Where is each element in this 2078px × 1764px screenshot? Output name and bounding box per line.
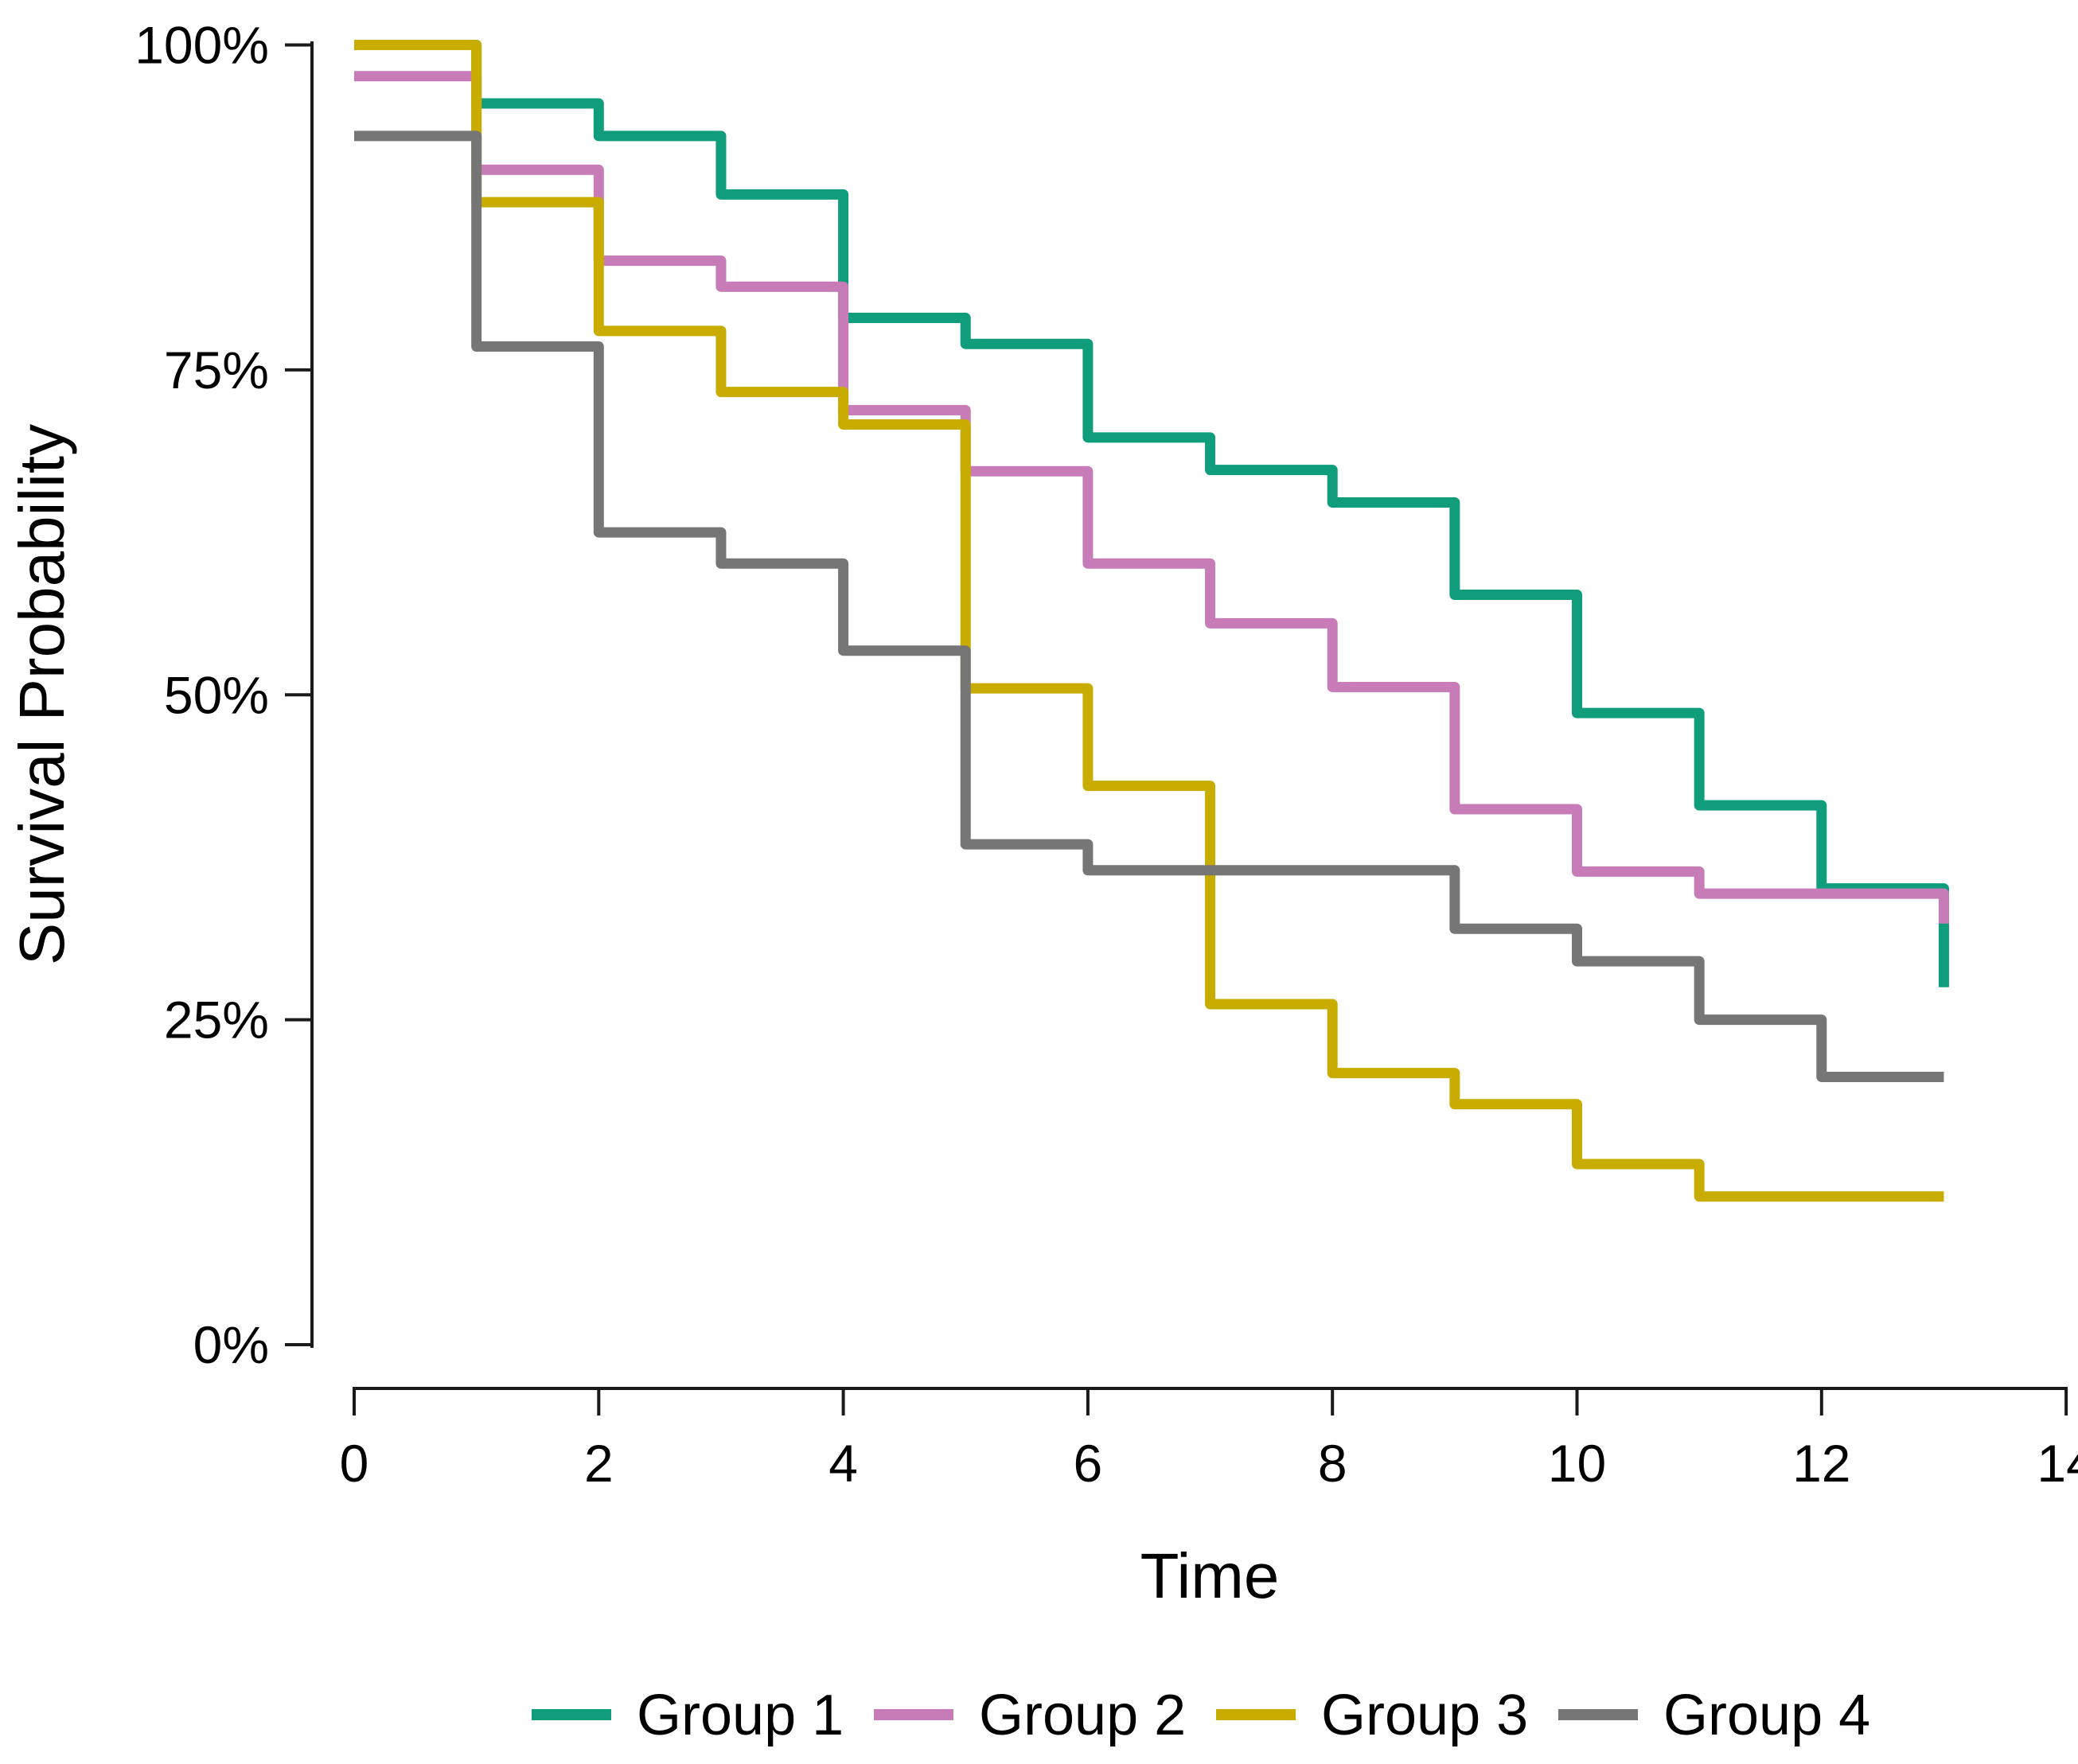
survival-curve-group-4 bbox=[354, 130, 1944, 1082]
survival-curve-group-1 bbox=[354, 40, 1949, 987]
x-tick-label: 2 bbox=[584, 1434, 614, 1493]
legend-label: Group 1 bbox=[637, 1684, 844, 1747]
legend-item-group-2: Group 2 bbox=[874, 1684, 1186, 1747]
x-tick-label: 10 bbox=[1548, 1434, 1606, 1493]
x-tick-label: 8 bbox=[1318, 1434, 1347, 1493]
y-tick-label: 50% bbox=[164, 665, 269, 724]
legend-item-group-4: Group 4 bbox=[1558, 1684, 1870, 1747]
survival-curve-group-2 bbox=[354, 71, 1949, 924]
x-axis-title: Time bbox=[1140, 1540, 1280, 1611]
y-tick-label: 75% bbox=[164, 341, 269, 399]
x-tick-label: 0 bbox=[340, 1434, 369, 1493]
x-tick-label: 4 bbox=[828, 1434, 858, 1493]
survival-curves bbox=[354, 40, 1949, 1202]
legend-label: Group 4 bbox=[1663, 1684, 1870, 1747]
legend-label: Group 3 bbox=[1321, 1684, 1528, 1747]
y-tick-label: 25% bbox=[164, 991, 269, 1049]
y-axis-title: Survival Probability bbox=[6, 424, 77, 965]
x-tick-label: 14 bbox=[2037, 1434, 2078, 1493]
y-axis: 100% 75% 50% 25% 0% bbox=[135, 16, 314, 1374]
legend-item-group-3: Group 3 bbox=[1216, 1684, 1528, 1747]
y-tick-label: 0% bbox=[193, 1315, 269, 1374]
legend-label: Group 2 bbox=[979, 1684, 1186, 1747]
x-tick-label: 12 bbox=[1792, 1434, 1850, 1493]
legend-item-group-1: Group 1 bbox=[532, 1684, 844, 1747]
x-axis: 0 2 4 6 8 10 12 14 bbox=[340, 1387, 2078, 1493]
legend: Group 1 Group 2 Group 3 Group 4 bbox=[532, 1684, 1870, 1747]
survival-curve-group-3 bbox=[354, 40, 1944, 1202]
x-tick-label: 6 bbox=[1074, 1434, 1103, 1493]
y-tick-label: 100% bbox=[135, 16, 269, 75]
